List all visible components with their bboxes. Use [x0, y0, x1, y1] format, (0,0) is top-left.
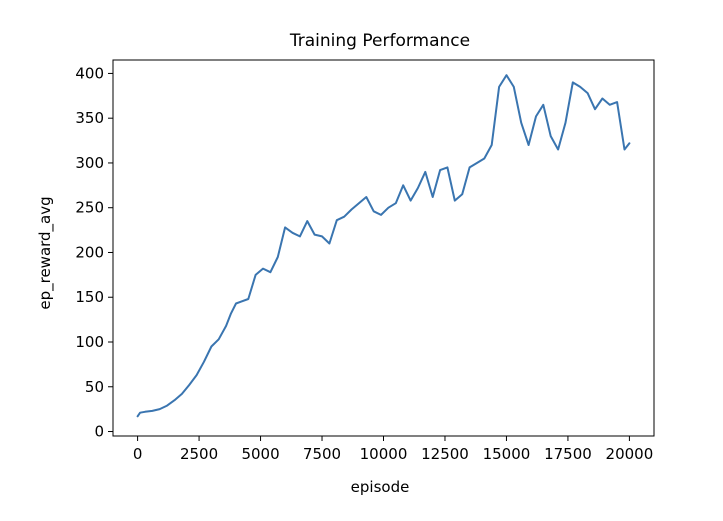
- series-line-0: [136, 74, 631, 418]
- x-tick-label: 2500: [180, 445, 218, 463]
- y-tick-label: 350: [75, 109, 104, 127]
- x-tick-label: 7500: [303, 445, 341, 463]
- x-tick-label: 12500: [421, 445, 469, 463]
- x-axis-label: episode: [351, 478, 410, 496]
- x-tick-label: 10000: [360, 445, 408, 463]
- x-tick-label: 20000: [606, 445, 654, 463]
- plot-area: 0 2500 5000 7500 10000 12500 15000 17500 20000 0 5…: [75, 59, 655, 463]
- chart-title: Training Performance: [289, 31, 470, 51]
- y-axis-label: ep_reward_avg: [36, 196, 55, 309]
- x-tick-label: 5000: [241, 445, 279, 463]
- x-tick-label: 0: [133, 445, 143, 463]
- x-tick-label: 15000: [483, 445, 531, 463]
- y-tick-label: 300: [75, 154, 104, 172]
- y-tick-label: 400: [75, 64, 104, 82]
- y-tick-label: 0: [94, 423, 104, 441]
- x-tick-label: 17500: [544, 445, 592, 463]
- y-tick-label: 200: [75, 243, 104, 261]
- y-tick-label: 50: [85, 378, 104, 396]
- y-tick-label: 100: [75, 333, 104, 351]
- y-tick-label: 250: [75, 199, 104, 217]
- y-tick-label: 150: [75, 288, 104, 306]
